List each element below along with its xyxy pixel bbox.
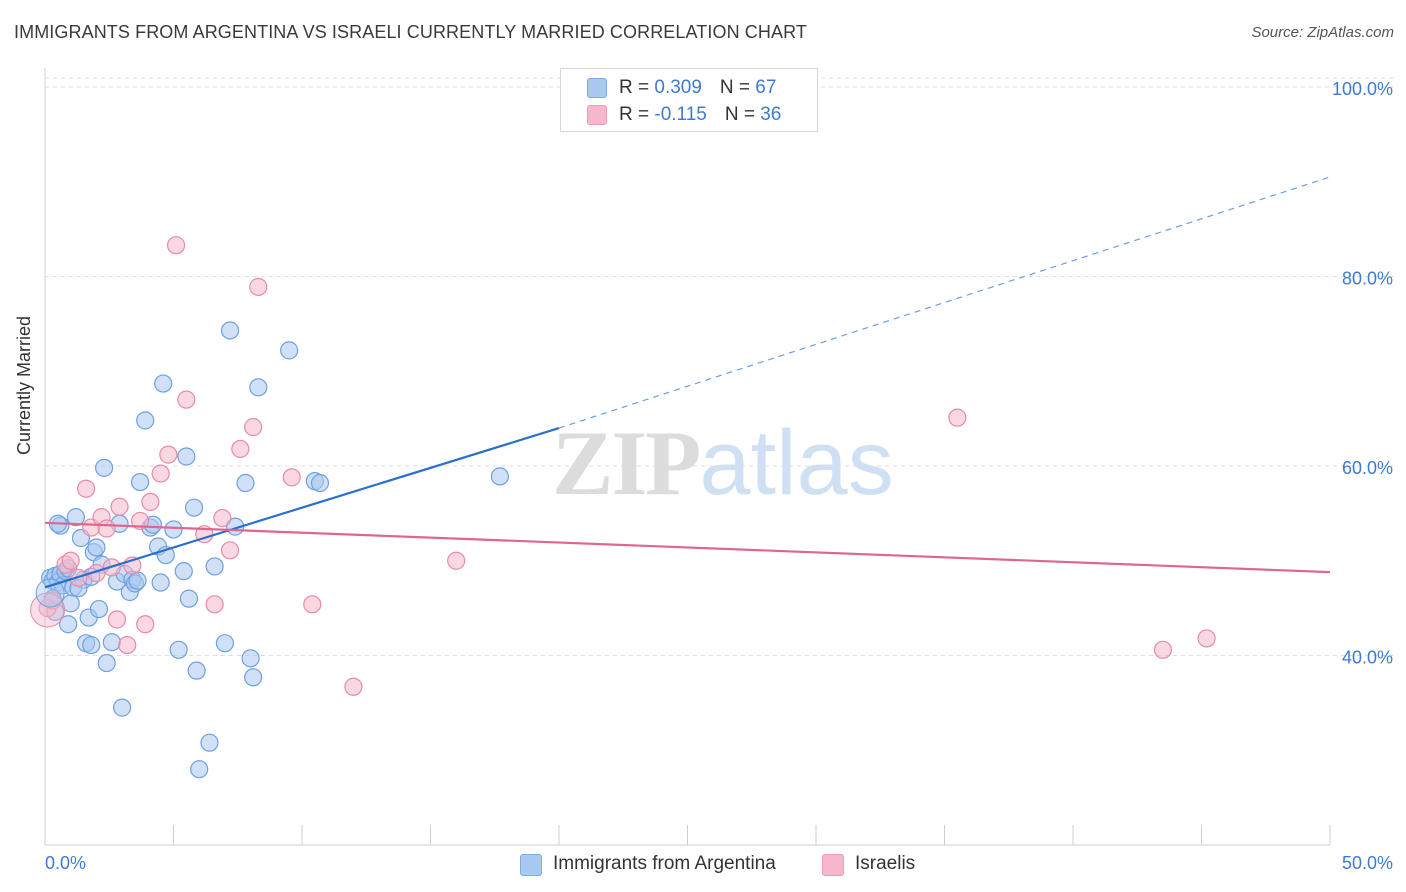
argentina-point [280, 341, 299, 360]
argentina-point [205, 557, 224, 576]
argentina-point [66, 508, 85, 527]
legend-swatch-israelis [822, 854, 844, 876]
watermark: ZIPatlas [552, 410, 894, 516]
chart-title: IMMIGRANTS FROM ARGENTINA VS ISRAELI CUR… [14, 22, 807, 42]
argentina-point [490, 467, 509, 486]
y-tick-label: 100.0% [1332, 79, 1393, 99]
argentina-point [164, 520, 183, 539]
y-tick-label: 40.0% [1342, 647, 1393, 667]
legend-swatch-israelis [587, 105, 607, 125]
israeli-point [61, 551, 80, 570]
argentina-point [179, 589, 199, 608]
israeli-point [213, 508, 232, 528]
legend-swatch-argentina [520, 854, 542, 876]
x-tick-label: 0.0% [45, 853, 86, 873]
legend-r-value: 0.309 [654, 77, 702, 98]
argentina-point [97, 653, 116, 673]
legend-n-label: N = [719, 77, 756, 98]
legend-n-label: N = [724, 104, 761, 125]
israeli-point [205, 595, 224, 614]
argentina-point [177, 447, 196, 466]
argentina-point [236, 473, 255, 493]
legend-n-value: 36 [760, 104, 782, 125]
israeli-point [1153, 640, 1173, 659]
argentina-point [215, 634, 234, 653]
argentina-point [59, 615, 78, 634]
argentina-point [241, 649, 260, 668]
israeli-point [1197, 629, 1216, 648]
israeli-point [151, 464, 170, 483]
legend-r-value: -0.115 [654, 104, 707, 125]
argentina-point [200, 733, 219, 752]
series-legend: Immigrants from Argentina Israelis [0, 852, 1406, 878]
source-credit: Source: ZipAtlas.com [1251, 24, 1394, 41]
israeli-point [177, 390, 196, 409]
argentina-point [136, 411, 155, 430]
argentina-point [112, 698, 132, 717]
argentina-point [130, 472, 150, 492]
israeli-point [344, 677, 363, 696]
israeli-point [77, 479, 96, 498]
israeli-point [220, 541, 240, 560]
legend-label-argentina: Immigrants from Argentina [553, 853, 776, 874]
argentina-point [89, 599, 109, 619]
y-tick-label: 80.0% [1342, 268, 1393, 288]
legend-n-value: 67 [755, 77, 777, 98]
israeli-point [166, 236, 186, 255]
israeli-point [282, 468, 301, 487]
argentina-point [220, 321, 240, 340]
x-tick-label: 50.0% [1342, 853, 1393, 873]
israeli-point [303, 595, 322, 614]
argentina-point [102, 633, 121, 652]
argentina-point [244, 668, 263, 687]
israeli-point [136, 615, 155, 634]
israeli-point [97, 519, 116, 538]
argentina-point [169, 640, 188, 659]
argentina-point [184, 498, 204, 517]
israeli-point [948, 408, 967, 427]
y-axis-label: Currently Married [14, 315, 34, 455]
argentina-point [190, 760, 209, 779]
argentina-point [174, 562, 193, 581]
argentina-point [95, 458, 114, 477]
legend-r-label: R = [619, 77, 655, 98]
argentina-point [87, 538, 106, 557]
watermark-zip: ZIP [552, 412, 701, 514]
argentina-point [249, 378, 268, 397]
argentina-point [151, 573, 170, 592]
israeli-point [231, 439, 250, 459]
israeli-point [107, 610, 127, 629]
legend-label-israelis: Israelis [855, 853, 916, 874]
y-tick-label: 60.0% [1342, 458, 1393, 478]
israeli-point [141, 492, 160, 512]
argentina-point [187, 661, 206, 680]
argentina-trend-extension [558, 176, 1331, 429]
israeli-point [130, 511, 150, 531]
israeli-point [244, 418, 263, 437]
israeli-point [159, 445, 178, 464]
israeli-point [447, 551, 466, 570]
argentina-point [154, 374, 173, 393]
israeli-point [249, 277, 268, 296]
argentina-point [128, 571, 147, 590]
legend-swatch-argentina [587, 78, 607, 98]
watermark-atlas: atlas [699, 412, 894, 514]
israeli-point [118, 635, 137, 655]
israeli-point [110, 497, 129, 516]
argentina-cluster-point [35, 578, 65, 608]
argentina-point [82, 635, 101, 655]
israeli-trend-line [44, 521, 1331, 574]
stats-legend: R = 0.309 N = 67 R = -0.115 N = 36 [560, 68, 818, 132]
legend-r-label: R = [619, 104, 655, 125]
argentina-trend-line [44, 427, 560, 589]
argentina-point [310, 473, 330, 493]
